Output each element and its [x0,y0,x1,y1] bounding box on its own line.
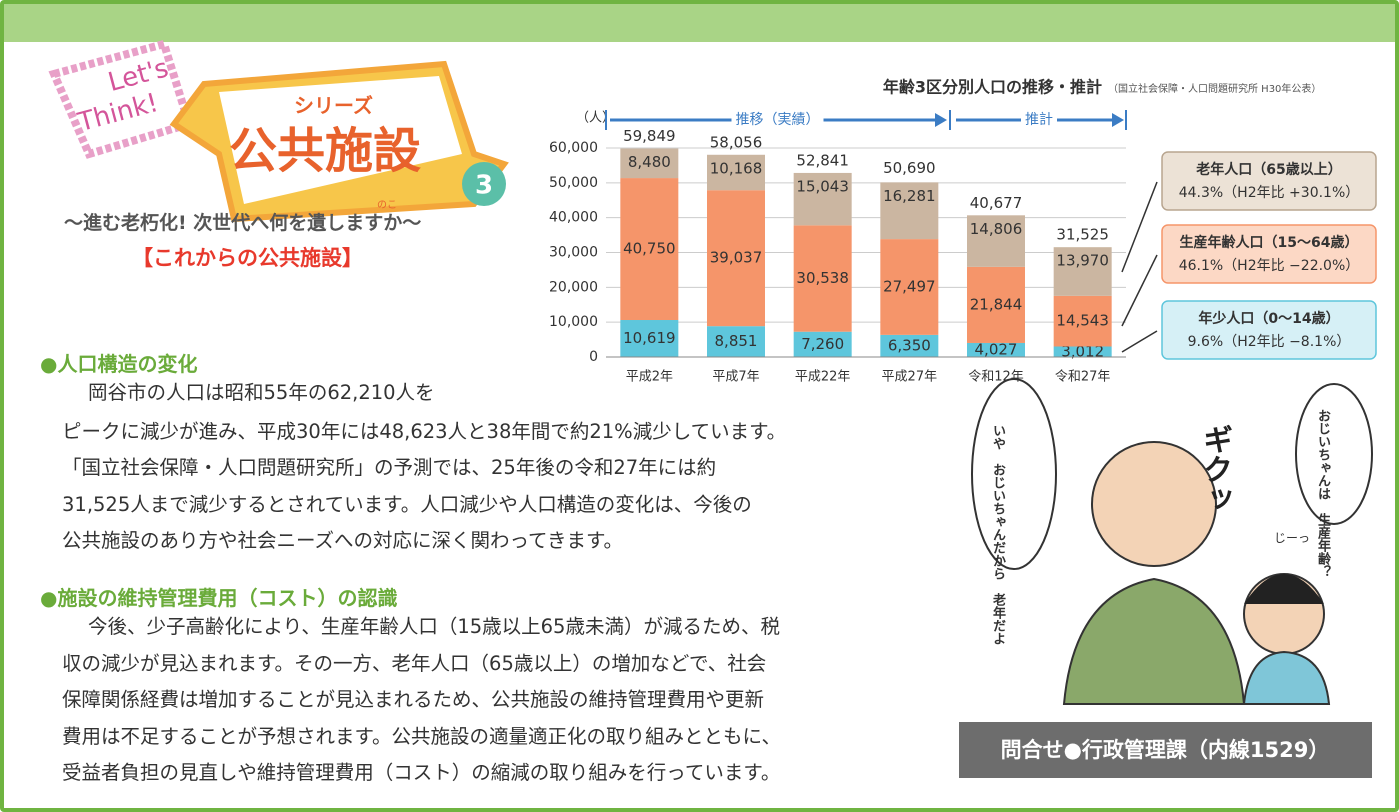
total-label: 59,849 [623,127,676,145]
value-label: 16,281 [883,187,936,205]
y-tick-label: 50,000 [549,175,598,191]
x-tick-label: 平成2年 [626,370,673,385]
paragraph-line: 31,525人まで減少するとされています。人口減少や人口構造の変化は、今後の [62,488,752,517]
value-label: 14,806 [970,220,1023,238]
top-band [4,4,1395,42]
sound: じーっ [1274,529,1310,546]
x-tick-label: 平成22年 [795,370,851,385]
callout-box [1162,301,1376,359]
speech: おじいちゃんは 生産年齢？ [1314,409,1330,578]
paragraph-line: 費用は不足することが予想されます。公共施設の適量適正化の取り組みとともに、 [62,720,781,749]
y-tick-label: 60,000 [549,140,598,156]
value-label: 10,619 [623,329,676,347]
legend-entry: 老年人口（65歳以上） [1196,161,1341,178]
paragraph-line: ピークに減少が進み、平成30年には48,623人と38年間で約21%減少していま… [62,415,786,444]
total-label: 40,677 [970,194,1023,212]
callout-arrow [1122,255,1157,326]
section-heading: ●人口構造の変化 [40,348,197,377]
value-label: 8,480 [628,153,671,171]
value-label: 14,543 [1056,312,1109,330]
callout-note: 46.1%（H2年比 −22.0%） [1179,258,1360,274]
y-tick-label: 20,000 [549,279,598,295]
x-tick-label: 令和12年 [968,370,1024,385]
legend-entry: 年少人口（0～14歳） [1198,310,1339,327]
logo-title: 公共施設 [229,123,421,179]
period-label: 推計 [1025,112,1053,128]
chart-title: 年齢3区分別人口の推移・推計 [883,78,1102,97]
value-label: 6,350 [888,336,931,354]
value-label: 10,168 [710,159,763,177]
value-label: 15,043 [796,177,849,195]
total-label: 31,525 [1056,226,1109,244]
value-label: 39,037 [710,249,763,267]
x-tick-label: 令和27年 [1055,370,1111,385]
arrow-head [935,113,947,127]
illustration [972,379,1372,704]
paragraph-line: 岡谷市の人口は昭和55年の62,210人を [88,376,435,405]
section-heading: ●施設の維持管理費用（コスト）の認識 [40,582,397,611]
value-label: 8,851 [715,332,758,350]
y-tick-label: 30,000 [549,245,598,261]
value-label: 4,027 [975,340,1018,358]
arrow-head [1112,113,1124,127]
paragraph-line: 受益者負担の見直しや維持管理費用（コスト）の縮減の取り組みを行っています。 [62,756,780,785]
paragraph-line: 今後、少子高齢化により、生産年齢人口（15歳以上65歳未満）が減るため、税 [88,610,780,639]
value-label: 30,538 [796,269,849,287]
paragraph-line: 「国立社会保障・人口問題研究所」の予測では、25年後の令和27年には約 [62,451,716,480]
y-tick-label: 40,000 [549,210,598,226]
callout-box [1162,225,1376,283]
x-tick-label: 平成7年 [712,370,759,385]
page: Let's Think! シリーズ 公共施設 3 問合せ●行政管理課（内線152… [0,0,1399,812]
footer: 問合せ●行政管理課（内線1529） [1001,738,1330,762]
value-label: 7,260 [801,335,844,353]
chart-source: （国立社会保障・人口問題研究所 H30年公表） [1108,82,1321,95]
callout-arrow [1122,182,1157,272]
value-label: 27,497 [883,277,936,295]
legend-entry: 生産年齢人口（15～64歳） [1180,234,1359,251]
y-tick-label: 0 [589,349,598,365]
value-label: 13,970 [1056,252,1109,270]
heading: 【これからの公共施設】 [132,242,363,272]
paragraph-line: 収の減少が見込まれます。その一方、老年人口（65歳以上）の増加などで、社会 [62,647,766,676]
y-tick-label: 10,000 [549,314,598,330]
total-label: 58,056 [710,133,763,151]
callout-arrow [1122,331,1157,352]
x-tick-label: 平成27年 [882,370,938,385]
paragraph-line: 保障関係経費は増加することが見込まれるため、公共施設の維持管理費用や更新 [62,683,764,712]
sound: ギクッ [1199,424,1229,514]
speech: いや おじいちゃんだから 老年だよ [989,424,1005,645]
callout-note: 44.3%（H2年比 +30.1%） [1179,185,1360,201]
logo-number: 3 [475,171,493,201]
callout-box [1162,152,1376,210]
subtitle: ～進む老朽化! 次世代へ何を遺しますか～ [64,208,421,235]
y-unit: （人） [576,111,615,126]
value-label: 21,844 [970,295,1023,313]
logo-series: シリーズ [294,94,373,118]
callout-note: 9.6%（H2年比 −8.1%） [1188,334,1351,350]
total-label: 50,690 [883,159,936,177]
total-label: 52,841 [796,151,849,169]
value-label: 40,750 [623,240,676,258]
paragraph-line: 公共施設のあり方や社会ニーズへの対応に深く関わってきます。 [62,524,623,553]
period-label: 推移（実績） [736,112,820,128]
